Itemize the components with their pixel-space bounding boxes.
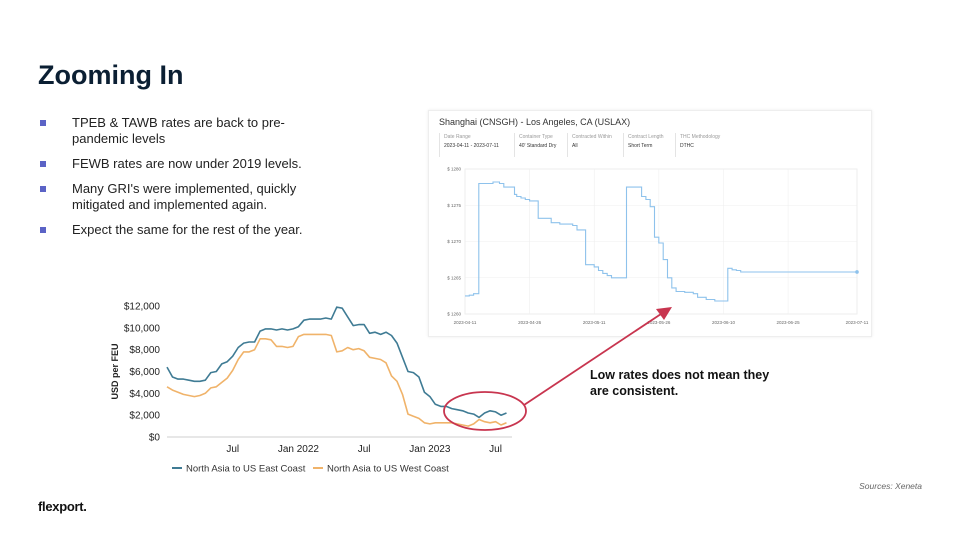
y-tick-label: $4,000 — [129, 389, 160, 400]
callout-arrow-head — [656, 307, 672, 320]
bullet-text: FEWB rates are now under 2019 levels. — [72, 156, 302, 171]
inset-y-tick-label: $ 1275 — [447, 203, 461, 208]
sources-note: Sources: Xeneta — [859, 481, 922, 491]
inset-x-tick-label: 2023-04-26 — [518, 320, 542, 325]
bullet-item: Many GRI's were implemented, quickly mit… — [40, 181, 340, 213]
bullet-item: TPEB & TAWB rates are back to pre-pandem… — [40, 115, 340, 147]
inset-x-tick-label: 2023-05-11 — [583, 320, 606, 325]
inset-x-tick-label: 2023-06-25 — [777, 320, 801, 325]
y-tick-label: $0 — [149, 433, 161, 444]
highlight-ellipse — [443, 391, 527, 431]
slide-title: Zooming In — [38, 60, 184, 90]
filter-contract-length[interactable]: Contract Length Short Term — [623, 133, 664, 157]
filter-value: Short Term — [628, 143, 653, 149]
inset-y-tick-label: $ 1260 — [447, 312, 461, 317]
filter-value: 2023-04-11 - 2023-07-11 — [444, 143, 499, 149]
series-line-west-coast — [166, 333, 507, 427]
y-tick-label: $6,000 — [129, 367, 160, 378]
inset-x-tick-label: 2023-06-10 — [712, 320, 736, 325]
x-tick-label: Jul — [358, 444, 371, 455]
filter-label: Contracted Within — [572, 134, 612, 140]
square-bullet-icon — [40, 161, 46, 167]
filter-label: Date Range — [444, 134, 471, 140]
y-tick-label: $2,000 — [129, 411, 160, 422]
x-tick-label: Jul — [489, 444, 502, 455]
bullet-item: FEWB rates are now under 2019 levels. — [40, 156, 340, 172]
inset-filter-bar: Date Range 2023-04-11 - 2023-07-11 Contai… — [439, 133, 859, 157]
bullet-text: Expect the same for the rest of the year… — [72, 222, 303, 237]
bullet-text: TPEB & TAWB rates are back to pre-pandem… — [72, 115, 285, 146]
bullet-list: TPEB & TAWB rates are back to pre-pandem… — [40, 115, 340, 247]
square-bullet-icon — [40, 186, 46, 192]
inset-chart-panel: Shanghai (CNSGH) - Los Angeles, CA (USLA… — [428, 110, 872, 337]
inset-rate-line — [465, 181, 857, 302]
bullet-text: Many GRI's were implemented, quickly mit… — [72, 181, 297, 212]
y-tick-label: $12,000 — [124, 302, 161, 313]
filter-container-type[interactable]: Container Type 40' Standard Dry — [514, 133, 556, 157]
x-tick-label: Jul — [226, 444, 239, 455]
y-tick-label: $10,000 — [124, 323, 161, 334]
x-tick-label: Jan 2022 — [278, 444, 320, 455]
callout-arrow-line — [523, 311, 665, 406]
filter-value: 40' Standard Dry — [519, 143, 557, 149]
flexport-logo: flexport. — [38, 499, 87, 514]
inset-y-tick-label: $ 1270 — [447, 239, 461, 244]
callout-layer — [443, 307, 672, 431]
callout-text: Low rates does not mean they are consist… — [590, 368, 770, 398]
inset-end-point — [855, 270, 859, 274]
inset-x-tick-label: 2023-05-26 — [647, 320, 671, 325]
inset-y-tick-label: $ 1265 — [447, 275, 461, 280]
inset-x-tick-label: 2023-04-11 — [454, 320, 477, 325]
legend-item-west-coast: North Asia to US West Coast — [327, 464, 449, 475]
filter-thc-methodology[interactable]: THC Methodology DTHC — [675, 133, 720, 157]
main-line-chart: $0 $2,000 $4,000 $6,000 $8,000 $10,000 $12,000… — [110, 302, 512, 475]
bullet-item: Expect the same for the rest of the year… — [40, 222, 340, 238]
series-line-east-coast — [166, 306, 507, 419]
square-bullet-icon — [40, 120, 46, 126]
filter-label: Contract Length — [628, 134, 664, 140]
filter-contracted-within[interactable]: Contracted Within All — [567, 133, 612, 157]
filter-label: THC Methodology — [680, 134, 721, 140]
x-tick-label: Jan 2023 — [409, 444, 451, 455]
inset-line-chart: $ 1260 $ 1265 $ 1270 $ 1275 $ 1280 2023-04-11… — [447, 167, 869, 326]
filter-value: All — [572, 143, 578, 149]
legend-item-east-coast: North Asia to US East Coast — [186, 464, 306, 475]
filter-label: Container Type — [519, 134, 553, 140]
inset-y-tick-label: $ 1280 — [447, 167, 461, 172]
filter-date-range[interactable]: Date Range 2023-04-11 - 2023-07-11 — [439, 133, 499, 157]
y-tick-label: $8,000 — [129, 345, 160, 356]
y-axis-title: USD per FEU — [110, 343, 120, 399]
square-bullet-icon — [40, 227, 46, 233]
inset-chart-title: Shanghai (CNSGH) - Los Angeles, CA (USLA… — [439, 117, 631, 127]
filter-value: DTHC — [680, 143, 694, 149]
inset-x-tick-label: 2023-07-11 — [846, 320, 869, 325]
